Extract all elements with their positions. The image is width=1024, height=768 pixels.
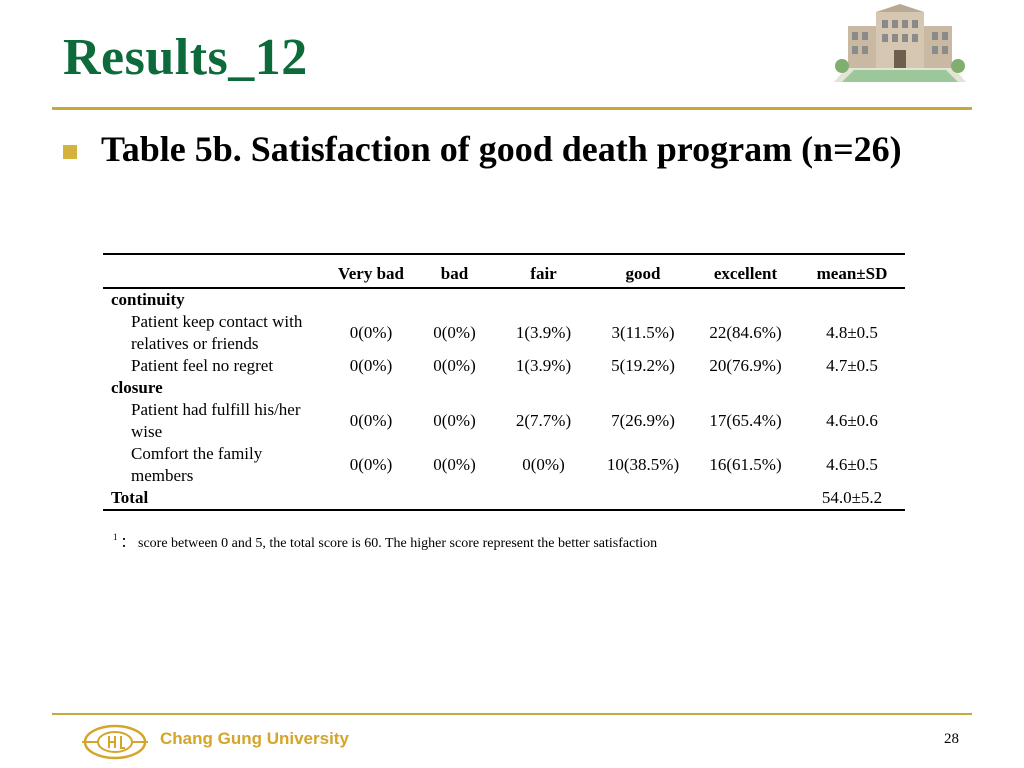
title-divider <box>52 107 972 110</box>
table-cell: 1(3.9%) <box>515 323 572 342</box>
table-row: Patient had fulfill his/her wise 0(0%) 0… <box>103 399 905 443</box>
table-cell: 0(0%) <box>433 411 476 430</box>
total-row: Total 54.0±5.2 <box>103 487 905 511</box>
table-caption: Table 5b. Satisfaction of good death pro… <box>101 129 902 169</box>
footnote-text: ： score between 0 and 5, the total score… <box>120 536 658 551</box>
table-cell: 22(84.6%) <box>709 323 782 342</box>
column-header: fair <box>493 253 594 289</box>
column-header: excellent <box>692 253 799 289</box>
row-label: Patient feel no regret <box>131 356 274 375</box>
table-row: Comfort the family members 0(0%) 0(0%) 0… <box>103 443 905 487</box>
section-row: closure <box>103 377 905 399</box>
table-cell: 0(0%) <box>433 356 476 375</box>
column-header: good <box>594 253 692 289</box>
row-label: Patient had fulfill his/her wise <box>131 400 301 441</box>
table-footnote: 1： score between 0 and 5, the total scor… <box>113 532 657 552</box>
table-cell: 0(0%) <box>433 323 476 342</box>
satisfaction-table: Very bad bad fair good excellent mean±SD… <box>103 253 905 511</box>
footer-divider <box>52 713 972 715</box>
table-cell: 3(11.5%) <box>611 323 675 342</box>
section-row: continuity <box>103 288 905 311</box>
table-cell: 17(65.4%) <box>709 411 782 430</box>
table-cell: 0(0%) <box>349 411 393 430</box>
column-header: mean±SD <box>799 253 905 289</box>
table-cell: 0(0%) <box>433 455 476 474</box>
table-row: Patient keep contact with relatives or f… <box>103 311 905 355</box>
table-cell: 5(19.2%) <box>611 356 675 375</box>
table-cell: 20(76.9%) <box>709 356 782 375</box>
total-label: Total <box>103 487 799 511</box>
table-cell: 4.6±0.5 <box>826 455 878 474</box>
chang-gung-university-emblem-icon <box>82 724 148 760</box>
table-cell: 0(0%) <box>349 356 393 375</box>
table-cell: 10(38.5%) <box>606 455 680 474</box>
table-cell: 16(61.5%) <box>709 455 782 474</box>
bullet-square-icon <box>63 145 77 159</box>
footnote-marker: 1 <box>113 532 118 542</box>
row-label: Patient keep contact with relatives or f… <box>131 312 303 353</box>
table-cell: 7(26.9%) <box>611 411 675 430</box>
section-label: continuity <box>111 290 185 309</box>
total-value: 54.0±5.2 <box>799 487 905 511</box>
table-cell: 0(0%) <box>522 455 565 474</box>
page-number: 28 <box>944 731 959 747</box>
table-cell: 2(7.7%) <box>515 411 572 430</box>
data-table: Very bad bad fair good excellent mean±SD… <box>103 253 905 511</box>
table-cell: 4.6±0.6 <box>826 411 878 430</box>
table-header-row: Very bad bad fair good excellent mean±SD <box>103 253 905 289</box>
university-name: Chang Gung University <box>160 729 349 748</box>
campus-building-icon <box>834 4 966 82</box>
table-row: Patient feel no regret 0(0%) 0(0%) 1(3.9… <box>103 355 905 377</box>
slide-title: Results_12 <box>63 29 308 86</box>
column-header: Very bad <box>326 253 416 289</box>
table-cell: 4.8±0.5 <box>826 323 878 342</box>
table-cell: 4.7±0.5 <box>826 356 878 375</box>
table-cell: 0(0%) <box>349 455 393 474</box>
column-header: bad <box>416 253 493 289</box>
section-label: closure <box>111 378 163 397</box>
column-header <box>103 253 326 289</box>
row-label: Comfort the family members <box>131 444 263 485</box>
table-cell: 0(0%) <box>349 323 393 342</box>
table-cell: 1(3.9%) <box>515 356 572 375</box>
